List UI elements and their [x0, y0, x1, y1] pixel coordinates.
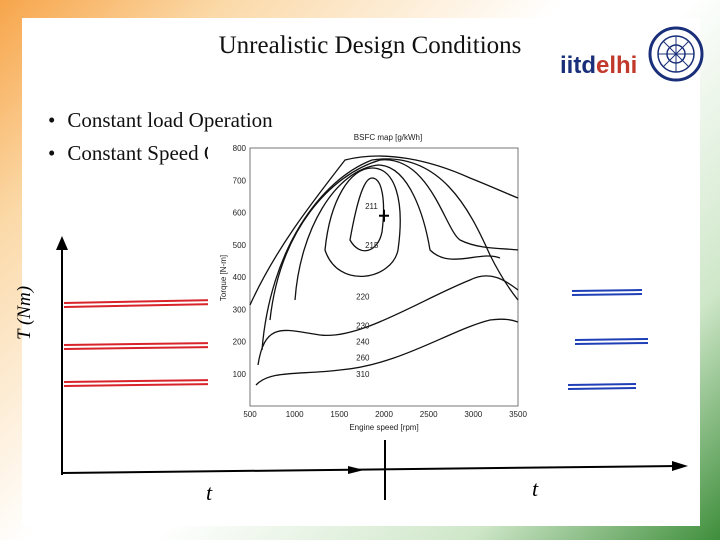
contour-240: [261, 158, 519, 351]
bsfc-y-tick-label: 600: [233, 209, 247, 218]
bsfc-y-tick-label: 800: [233, 144, 247, 153]
contour-310: [255, 318, 519, 386]
blue-line-mid-b: [574, 342, 649, 345]
iitd-logo-text: iitdelhi: [560, 52, 637, 80]
blue-line-low: [567, 383, 637, 386]
logo-suffix: elhi: [596, 52, 638, 79]
red-load-lines: [63, 299, 219, 387]
contour-215: [324, 167, 401, 277]
bsfc-contour-labels: 211 215 220 230 240 260 310: [356, 202, 379, 379]
bsfc-xlabel: Engine speed [rpm]: [349, 423, 418, 432]
contour-260: [257, 275, 519, 366]
bsfc-x-tick-label: 1000: [286, 410, 304, 419]
red-line-high-b: [63, 303, 219, 308]
bsfc-optimum-point-icon: [379, 209, 389, 222]
bsfc-x-tick-label: 3500: [509, 410, 527, 419]
bsfc-x-tick-label: 500: [243, 410, 257, 419]
y-axis-arrow-icon: [56, 236, 68, 250]
bsfc-contour-label: 260: [356, 354, 370, 363]
contour-211: [349, 177, 385, 252]
bsfc-x-tick-label: 1500: [330, 410, 348, 419]
bsfc-x-tick-label: 3000: [464, 410, 482, 419]
red-line-low: [63, 379, 219, 383]
y-axis-label: T (Nm): [14, 285, 35, 340]
blue-line-high: [571, 289, 643, 292]
bsfc-y-tick-label: 200: [233, 338, 247, 347]
bsfc-contour-label: 310: [356, 370, 370, 379]
bsfc-y-tick-label: 500: [233, 241, 247, 250]
bsfc-contour-label: 240: [356, 338, 370, 347]
bsfc-y-tick-label: 400: [233, 273, 247, 282]
bsfc-contour-label: 211: [365, 202, 378, 211]
bsfc-contour-label: 215: [365, 241, 379, 250]
bsfc-x-tick-label: 2500: [420, 410, 438, 419]
x-axis-arrow-icon: [672, 461, 688, 471]
bsfc-ylabel: Torque [N-m]: [219, 255, 228, 301]
bsfc-x-tick-label: 2000: [375, 410, 393, 419]
slide-title: Unrealistic Design Conditions: [218, 32, 522, 59]
bsfc-contour-label: 230: [356, 321, 370, 330]
red-line-high: [63, 299, 219, 304]
x-axis-line: [61, 465, 679, 474]
red-line-mid-b: [63, 346, 219, 350]
blue-load-lines: [567, 289, 649, 390]
bsfc-y-tick-label: 300: [233, 305, 247, 314]
bsfc-y-tick-label: 700: [233, 176, 247, 185]
bsfc-contour-label: 220: [356, 292, 370, 301]
bsfc-contours: [249, 155, 519, 386]
blue-line-high-b: [571, 293, 643, 296]
blue-line-mid: [574, 338, 649, 341]
iitd-seal-icon: [648, 26, 704, 82]
contour-max-torque: [249, 155, 519, 306]
bsfc-title: BSFC map [g/kWh]: [354, 133, 422, 142]
mid-axis-arrow-icon: [348, 466, 364, 474]
red-line-mid: [63, 342, 219, 346]
t-label-right: t: [532, 476, 539, 501]
contour-220: [294, 164, 501, 301]
bsfc-y-tick-label: 100: [233, 370, 247, 379]
red-line-low-b: [63, 383, 219, 387]
bsfc-plot-area: [249, 147, 519, 407]
blue-line-low-b: [567, 387, 637, 390]
logo-prefix: iitd: [560, 52, 596, 79]
t-label-left: t: [206, 480, 213, 505]
bsfc-inset-chart: BSFC map [g/kWh] Engine speed [rpm] Torq…: [208, 128, 540, 438]
bsfc-ticks: 500 1000 1500 2000 2500 3000 3500 100 200 300 400 5…: [233, 144, 528, 419]
